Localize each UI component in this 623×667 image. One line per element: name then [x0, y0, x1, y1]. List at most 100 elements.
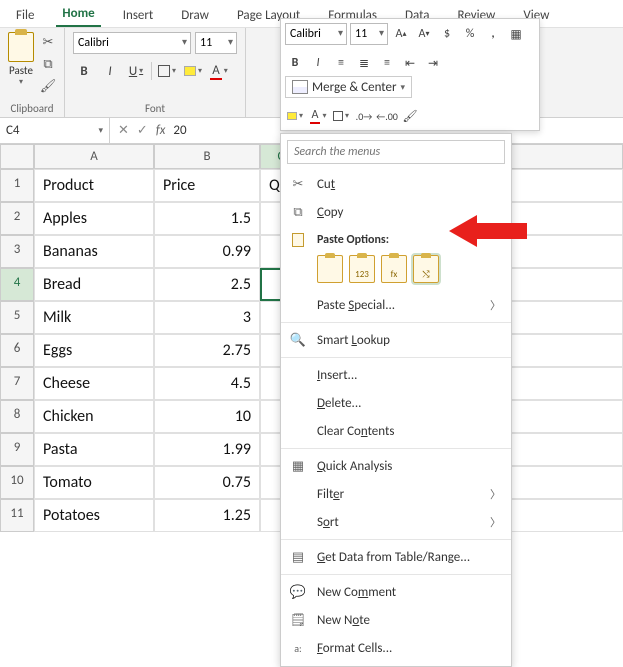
- cell-a4[interactable]: Bread: [34, 268, 154, 301]
- chevron-right-icon: 〉: [490, 297, 501, 313]
- row-head-10[interactable]: 10: [0, 466, 34, 499]
- cell-a11[interactable]: Potatoes: [34, 499, 154, 532]
- col-head-a[interactable]: A: [34, 144, 154, 169]
- row-head-5[interactable]: 5: [0, 301, 34, 334]
- fx-icon[interactable]: fx: [156, 123, 166, 138]
- format-painter-icon[interactable]: 🖌: [40, 78, 56, 94]
- mini-font-size[interactable]: 11: [350, 23, 388, 45]
- mini-italic[interactable]: I: [308, 53, 328, 73]
- mini-indent-inc-icon[interactable]: ⇥: [423, 53, 443, 73]
- font-family-select[interactable]: Calibri: [73, 32, 191, 54]
- menu-search-input[interactable]: [287, 140, 505, 164]
- row-head-2[interactable]: 2: [0, 202, 34, 235]
- menu-cut[interactable]: ✂ Cut: [281, 170, 511, 198]
- paste-button[interactable]: Paste ▾: [8, 32, 34, 87]
- mini-font-family[interactable]: Calibri: [285, 23, 347, 45]
- row-head-9[interactable]: 9: [0, 433, 34, 466]
- cell-a2[interactable]: Apples: [34, 202, 154, 235]
- mini-indent-dec-icon[interactable]: ⇤: [400, 53, 420, 73]
- menu-smart-lookup-label: Smart Lookup: [317, 333, 501, 348]
- cell-a5[interactable]: Milk: [34, 301, 154, 334]
- paste-option-all[interactable]: [317, 255, 343, 283]
- formula-value[interactable]: 20: [173, 123, 186, 138]
- paste-option-transpose[interactable]: ⤭: [413, 255, 439, 283]
- mini-currency[interactable]: $: [437, 24, 457, 44]
- mini-dec-decimal[interactable]: .0→: [354, 106, 374, 126]
- mini-align-left-icon[interactable]: ≡: [331, 53, 351, 73]
- menu-smart-lookup[interactable]: 🔍 Smart Lookup: [281, 326, 511, 354]
- cell-a3[interactable]: Bananas: [34, 235, 154, 268]
- menu-delete[interactable]: Delete...: [281, 389, 511, 417]
- row-head-8[interactable]: 8: [0, 400, 34, 433]
- borders-button[interactable]: [156, 60, 178, 82]
- mini-align-right-icon[interactable]: ≡: [377, 53, 397, 73]
- row-head-11[interactable]: 11: [0, 499, 34, 532]
- font-size-select[interactable]: 11: [195, 32, 237, 54]
- col-head-b[interactable]: B: [154, 144, 260, 169]
- cell-b2[interactable]: 1.5: [154, 202, 260, 235]
- menu-sort[interactable]: Sort 〉: [281, 508, 511, 536]
- cell-b4[interactable]: 2.5: [154, 268, 260, 301]
- cell-b9[interactable]: 1.99: [154, 433, 260, 466]
- menu-quick-analysis[interactable]: ▦ Quick Analysis: [281, 452, 511, 480]
- row-head-3[interactable]: 3: [0, 235, 34, 268]
- cut-icon[interactable]: ✂: [40, 34, 56, 50]
- cell-b3[interactable]: 0.99: [154, 235, 260, 268]
- cell-b6[interactable]: 2.75: [154, 334, 260, 367]
- fill-color-button[interactable]: [182, 60, 204, 82]
- menu-format-cells[interactable]: a: Format Cells...: [281, 634, 511, 662]
- mini-inc-decimal[interactable]: ←.00: [377, 106, 397, 126]
- copy-icon[interactable]: ⧉: [40, 56, 56, 72]
- mini-percent[interactable]: %: [460, 24, 480, 44]
- tab-home[interactable]: Home: [56, 2, 100, 27]
- cell-a1[interactable]: Product: [34, 169, 154, 202]
- cell-b1[interactable]: Price: [154, 169, 260, 202]
- mini-fill-color[interactable]: [285, 106, 305, 126]
- mini-format-painter-icon[interactable]: 🖌: [400, 106, 420, 126]
- paste-option-values[interactable]: 123: [349, 255, 375, 283]
- mini-comma[interactable]: ,: [483, 24, 503, 44]
- mini-conditional-format-icon[interactable]: ▦: [506, 24, 526, 44]
- tab-insert[interactable]: Insert: [117, 4, 160, 27]
- menu-filter[interactable]: Filter 〉: [281, 480, 511, 508]
- tab-draw[interactable]: Draw: [175, 4, 215, 27]
- row-head-6[interactable]: 6: [0, 334, 34, 367]
- chevron-right-icon: 〉: [490, 514, 501, 530]
- bold-button[interactable]: B: [73, 60, 95, 82]
- cell-a6[interactable]: Eggs: [34, 334, 154, 367]
- tab-file[interactable]: File: [10, 4, 40, 27]
- italic-button[interactable]: I: [99, 60, 121, 82]
- mini-font-color[interactable]: A: [308, 106, 328, 126]
- menu-get-data[interactable]: ▤ Get Data from Table/Range...: [281, 543, 511, 571]
- cell-a7[interactable]: Cheese: [34, 367, 154, 400]
- row-head-1[interactable]: 1: [0, 169, 34, 202]
- cell-b10[interactable]: 0.75: [154, 466, 260, 499]
- mini-align-center-icon[interactable]: ≣: [354, 53, 374, 73]
- cell-b8[interactable]: 10: [154, 400, 260, 433]
- font-color-button[interactable]: A: [208, 60, 230, 82]
- mini-bold[interactable]: B: [285, 53, 305, 73]
- mini-merge-center[interactable]: Merge & Center ▾: [285, 76, 412, 98]
- mini-grow-font[interactable]: A▴: [391, 24, 411, 44]
- menu-paste-special[interactable]: Paste Special... 〉: [281, 291, 511, 319]
- menu-new-note[interactable]: 🗒 New Note: [281, 606, 511, 634]
- cell-b11[interactable]: 1.25: [154, 499, 260, 532]
- menu-copy[interactable]: ⧉ Copy: [281, 198, 511, 226]
- cell-a10[interactable]: Tomato: [34, 466, 154, 499]
- name-box[interactable]: C4 ▾: [0, 118, 110, 143]
- fx-cancel-icon[interactable]: ✕: [118, 123, 129, 138]
- paste-option-formulas[interactable]: fx: [381, 255, 407, 283]
- mini-shrink-font[interactable]: A▾: [414, 24, 434, 44]
- mini-borders[interactable]: [331, 106, 351, 126]
- menu-insert[interactable]: Insert...: [281, 361, 511, 389]
- cell-b7[interactable]: 4.5: [154, 367, 260, 400]
- select-all-corner[interactable]: [0, 144, 34, 169]
- row-head-7[interactable]: 7: [0, 367, 34, 400]
- underline-button[interactable]: U: [125, 60, 147, 82]
- menu-clear-contents[interactable]: Clear Contents: [281, 417, 511, 445]
- row-head-4[interactable]: 4: [0, 268, 34, 301]
- cell-a9[interactable]: Pasta: [34, 433, 154, 466]
- cell-b5[interactable]: 3: [154, 301, 260, 334]
- cell-a8[interactable]: Chicken: [34, 400, 154, 433]
- fx-enter-icon[interactable]: ✓: [137, 123, 148, 138]
